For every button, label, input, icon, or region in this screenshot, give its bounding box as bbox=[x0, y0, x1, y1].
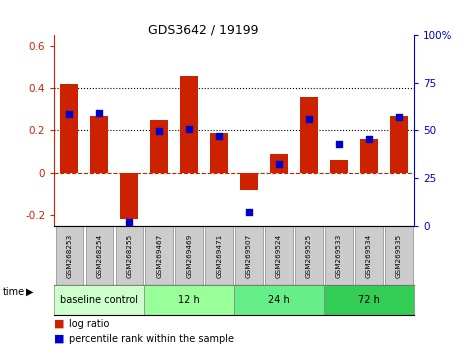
Bar bbox=[300, 97, 318, 173]
Bar bbox=[90, 116, 108, 173]
Text: ■: ■ bbox=[54, 319, 65, 329]
Point bbox=[365, 136, 373, 142]
Point bbox=[395, 114, 403, 120]
Point bbox=[275, 161, 283, 167]
Point bbox=[156, 129, 163, 134]
Text: GSM269535: GSM269535 bbox=[396, 233, 402, 278]
Bar bbox=[144, 285, 234, 315]
Bar bbox=[175, 225, 203, 285]
Text: GSM268255: GSM268255 bbox=[126, 233, 132, 278]
Bar bbox=[54, 285, 144, 315]
Bar bbox=[355, 225, 383, 285]
Text: baseline control: baseline control bbox=[61, 295, 138, 305]
Bar bbox=[56, 225, 83, 285]
Point bbox=[305, 116, 313, 122]
Text: GSM269525: GSM269525 bbox=[306, 233, 312, 278]
Text: 24 h: 24 h bbox=[268, 295, 290, 305]
Text: GSM269469: GSM269469 bbox=[186, 233, 192, 278]
Text: ▶: ▶ bbox=[26, 287, 34, 297]
Point bbox=[125, 219, 133, 224]
Text: 72 h: 72 h bbox=[358, 295, 380, 305]
Text: GDS3642 / 19199: GDS3642 / 19199 bbox=[148, 23, 259, 36]
Bar bbox=[240, 173, 258, 190]
Bar bbox=[236, 225, 263, 285]
Bar bbox=[265, 225, 293, 285]
Text: GSM268254: GSM268254 bbox=[96, 233, 102, 278]
Point bbox=[215, 133, 223, 139]
Text: 12 h: 12 h bbox=[178, 295, 200, 305]
Text: GSM269471: GSM269471 bbox=[216, 233, 222, 278]
Bar bbox=[385, 225, 412, 285]
Text: log ratio: log ratio bbox=[69, 319, 109, 329]
Bar bbox=[180, 75, 198, 173]
Text: percentile rank within the sample: percentile rank within the sample bbox=[69, 334, 234, 344]
Bar bbox=[150, 120, 168, 173]
Bar bbox=[61, 84, 79, 173]
Point bbox=[96, 110, 103, 116]
Text: GSM269533: GSM269533 bbox=[336, 233, 342, 278]
Bar bbox=[390, 116, 408, 173]
Bar bbox=[234, 285, 324, 315]
Text: ■: ■ bbox=[54, 334, 65, 344]
Bar bbox=[270, 154, 288, 173]
Text: GSM268253: GSM268253 bbox=[66, 233, 72, 278]
Bar bbox=[205, 225, 233, 285]
Bar bbox=[210, 133, 228, 173]
Point bbox=[245, 209, 253, 215]
Bar bbox=[295, 225, 323, 285]
Bar bbox=[146, 225, 173, 285]
Bar bbox=[330, 160, 348, 173]
Point bbox=[185, 126, 193, 131]
Point bbox=[66, 112, 73, 117]
Text: GSM269507: GSM269507 bbox=[246, 233, 252, 278]
Bar bbox=[86, 225, 113, 285]
Bar bbox=[115, 225, 143, 285]
Bar bbox=[360, 139, 378, 173]
Point bbox=[335, 141, 343, 147]
Bar bbox=[120, 173, 138, 219]
Text: GSM269534: GSM269534 bbox=[366, 233, 372, 278]
Bar bbox=[324, 285, 414, 315]
Bar bbox=[325, 225, 353, 285]
Text: time: time bbox=[2, 287, 25, 297]
Text: GSM269524: GSM269524 bbox=[276, 233, 282, 278]
Text: GSM269467: GSM269467 bbox=[156, 233, 162, 278]
